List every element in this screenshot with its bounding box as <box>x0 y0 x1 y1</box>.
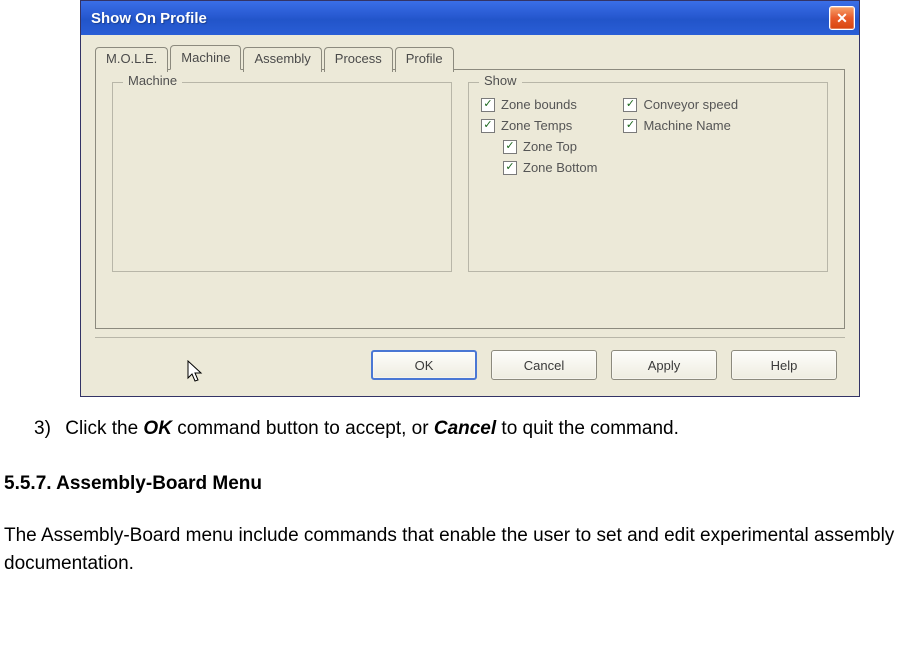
check-zone-bottom[interactable]: ✓ <box>503 161 517 175</box>
dialog-container: Show On Profile ✕ M.O.L.E. Machine Assem… <box>80 0 860 397</box>
check-zone-top[interactable]: ✓ <box>503 140 517 154</box>
step-number: 3) <box>34 415 60 444</box>
checklist: ✓ Zone bounds ✓ Zone Temps ✓ <box>481 97 815 175</box>
groupbox-show-title: Show <box>479 73 522 88</box>
titlebar-text: Show On Profile <box>91 10 207 27</box>
tab-process[interactable]: Process <box>324 47 393 72</box>
tab-assembly[interactable]: Assembly <box>243 47 321 72</box>
help-button[interactable]: Help <box>731 350 837 380</box>
check-zone-bottom-row: ✓ Zone Bottom <box>503 160 597 175</box>
check-zone-bottom-label: Zone Bottom <box>523 160 597 175</box>
check-zone-temps[interactable]: ✓ <box>481 119 495 133</box>
check-zone-temps-label: Zone Temps <box>501 118 572 133</box>
button-bar: OK Cancel Apply Help <box>95 337 845 384</box>
check-col-2: ✓ Conveyor speed ✓ Machine Name <box>623 97 738 175</box>
check-zone-bounds-row: ✓ Zone bounds <box>481 97 597 112</box>
apply-button[interactable]: Apply <box>611 350 717 380</box>
groupbox-machine: Machine <box>112 82 452 272</box>
ok-button[interactable]: OK <box>371 350 477 380</box>
groupboxes: Machine Show ✓ Zone bounds <box>112 82 828 272</box>
step-cancel-word: Cancel <box>434 418 496 439</box>
section-paragraph: The Assembly-Board menu include commands… <box>4 522 906 577</box>
check-zone-temps-row: ✓ Zone Temps <box>481 118 597 133</box>
check-zone-top-row: ✓ Zone Top <box>503 139 597 154</box>
tab-panel-machine: Machine Show ✓ Zone bounds <box>95 69 845 329</box>
check-machine-name-row: ✓ Machine Name <box>623 118 738 133</box>
check-zone-top-label: Zone Top <box>523 139 577 154</box>
step-text-3: to quit the command. <box>496 418 679 439</box>
check-conveyor-speed-row: ✓ Conveyor speed <box>623 97 738 112</box>
groupbox-machine-title: Machine <box>123 73 182 88</box>
step-3: 3) Click the OK command button to accept… <box>34 415 906 444</box>
titlebar: Show On Profile ✕ <box>81 1 859 35</box>
check-conveyor-speed-label: Conveyor speed <box>643 97 738 112</box>
check-zone-bounds-label: Zone bounds <box>501 97 577 112</box>
tab-mole[interactable]: M.O.L.E. <box>95 47 168 72</box>
groupbox-show: Show ✓ Zone bounds ✓ Zone Temps <box>468 82 828 272</box>
check-machine-name-label: Machine Name <box>643 118 730 133</box>
cancel-button[interactable]: Cancel <box>491 350 597 380</box>
section-heading: 5.5.7. Assembly-Board Menu <box>4 470 906 499</box>
close-button[interactable]: ✕ <box>829 6 855 30</box>
check-conveyor-speed[interactable]: ✓ <box>623 98 637 112</box>
dialog-body: M.O.L.E. Machine Assembly Process Profil… <box>81 35 859 396</box>
tab-row: M.O.L.E. Machine Assembly Process Profil… <box>95 45 845 70</box>
close-icon: ✕ <box>836 10 848 27</box>
step-text-2: command button to accept, or <box>172 418 434 439</box>
step-ok-word: OK <box>143 418 172 439</box>
dialog: Show On Profile ✕ M.O.L.E. Machine Assem… <box>80 0 860 397</box>
doc-text: 3) Click the OK command button to accept… <box>0 415 910 577</box>
check-zone-bounds[interactable]: ✓ <box>481 98 495 112</box>
check-col-1: ✓ Zone bounds ✓ Zone Temps ✓ <box>481 97 597 175</box>
step-text-1: Click the <box>65 418 143 439</box>
cursor-icon <box>187 360 205 384</box>
check-machine-name[interactable]: ✓ <box>623 119 637 133</box>
tab-profile[interactable]: Profile <box>395 47 454 72</box>
tab-machine[interactable]: Machine <box>170 45 241 70</box>
